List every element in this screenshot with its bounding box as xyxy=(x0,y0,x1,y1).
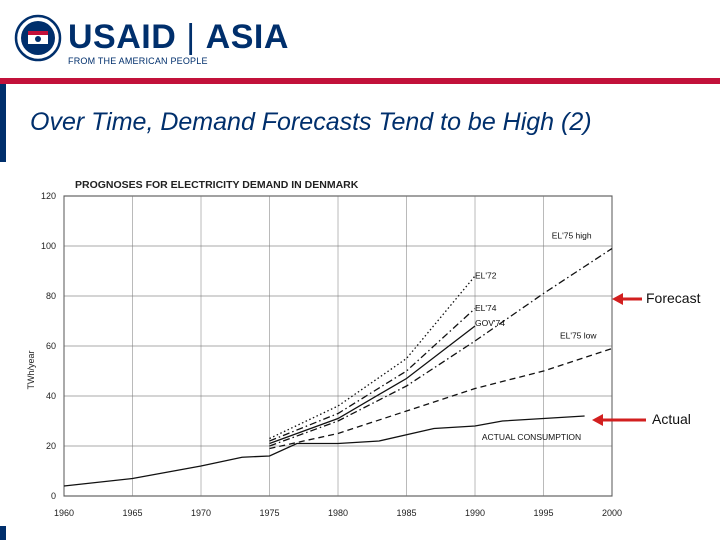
series-label: EL'75 high xyxy=(552,231,592,241)
header-divider xyxy=(0,78,720,84)
x-tick-label: 1995 xyxy=(533,508,553,518)
series-labels: ACTUAL CONSUMPTION EL'72 EL'74 GOV'74 EL'75 … xyxy=(475,231,597,442)
actual-arrow-head xyxy=(592,414,603,426)
logo-separator: | xyxy=(186,18,196,56)
x-tick-label: 1970 xyxy=(191,508,211,518)
callout-arrows xyxy=(592,293,646,426)
y-tick-label: 100 xyxy=(41,241,56,251)
y-tick-label: 0 xyxy=(51,491,56,501)
y-tick-label: 80 xyxy=(46,291,56,301)
series-label: ACTUAL CONSUMPTION xyxy=(482,432,581,442)
x-tick-label: 2000 xyxy=(602,508,622,518)
series-label: EL'74 xyxy=(475,303,497,313)
forecast-callout-label: Forecast xyxy=(646,290,701,306)
slide-title: Over Time, Demand Forecasts Tend to be H… xyxy=(30,108,592,136)
x-tick-label: 1975 xyxy=(259,508,279,518)
series-label: EL'75 low xyxy=(560,331,597,341)
x-tick-label: 1985 xyxy=(396,508,416,518)
series-label: EL'72 xyxy=(475,271,497,281)
grid-lines xyxy=(63,195,613,497)
x-tick-label: 1980 xyxy=(328,508,348,518)
series-line xyxy=(63,415,585,487)
series-lines xyxy=(63,247,613,487)
logo-main: USAID xyxy=(68,18,177,56)
x-tick-label: 1965 xyxy=(122,508,142,518)
series-line xyxy=(269,247,613,447)
chart-title: PROGNOSES FOR ELECTRICITY DEMAND IN DENM… xyxy=(75,179,359,191)
series-line xyxy=(269,325,476,445)
y-tick-label: 40 xyxy=(46,391,56,401)
y-axis-label: TWh/year xyxy=(26,350,36,389)
x-tick-label: 1960 xyxy=(54,508,74,518)
left-accent-bar-bottom xyxy=(0,526,6,540)
logo-tagline: FROM THE AMERICAN PEOPLE xyxy=(68,56,208,66)
axis-ticks: 0 20 40 60 80 100 120 1960 1965 1970 1975 1980 1985 1… xyxy=(41,191,622,518)
actual-callout-label: Actual xyxy=(652,411,691,427)
series-line xyxy=(269,308,476,442)
y-tick-label: 120 xyxy=(41,191,56,201)
y-tick-label: 20 xyxy=(46,441,56,451)
series-line xyxy=(269,275,476,440)
left-accent-bar xyxy=(0,84,6,162)
forecast-arrow-head xyxy=(612,293,623,305)
logo-region: ASIA xyxy=(205,18,289,56)
y-tick-label: 60 xyxy=(46,341,56,351)
demand-forecast-chart: PROGNOSES FOR ELECTRICITY DEMAND IN DENM… xyxy=(26,179,646,518)
series-label: GOV'74 xyxy=(475,318,505,328)
x-tick-label: 1990 xyxy=(465,508,485,518)
header: USAID | ASIA FROM THE AMERICAN PEOPLE xyxy=(0,0,720,80)
logo-text: USAID | ASIA xyxy=(68,18,289,57)
usaid-seal-icon xyxy=(14,14,62,62)
